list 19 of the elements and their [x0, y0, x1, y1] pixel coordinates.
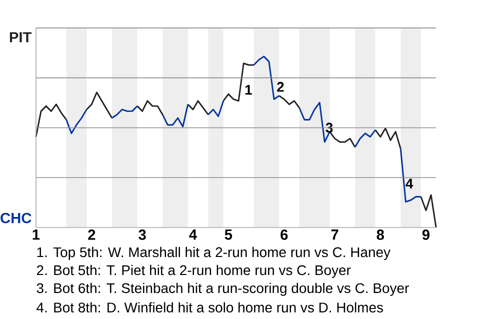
- text: PIT: [10, 32, 32, 42]
- x-tick-label: 8: [376, 229, 384, 240]
- x-tick-label: 5: [224, 229, 232, 240]
- text: 1. Top 5th: W. Marshall hit a 2-run home run vs C. Haney: [37, 246, 390, 260]
- x-tick-label: 4: [189, 229, 197, 240]
- x-tick-label: 2: [88, 229, 96, 240]
- text: CHC: [0, 212, 32, 224]
- annotation: 2: [277, 82, 284, 92]
- x-tick-label: 9: [422, 229, 430, 240]
- text: 3. Bot 6th: T. Steinbach hit a run-scoring double vs C. Boyer: [36, 282, 409, 296]
- annotation: 4: [406, 178, 414, 188]
- x-tick-label: 6: [280, 229, 288, 240]
- x-tick-label: 1: [32, 229, 40, 240]
- x-tick-label: 3: [138, 229, 146, 240]
- annotation: 1: [245, 84, 252, 94]
- text: 4. Bot 8th: D. Winfield hit a solo home run vs D. Holmes: [36, 302, 383, 312]
- x-tick-label: 7: [331, 229, 338, 240]
- annotation: 3: [326, 122, 333, 133]
- text: 2. Bot 5th: T. Piet hit a 2-run home run vs C. Boyer: [36, 264, 351, 278]
